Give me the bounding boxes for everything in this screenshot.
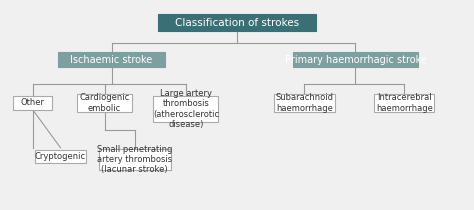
FancyBboxPatch shape <box>77 94 132 112</box>
FancyBboxPatch shape <box>58 52 165 67</box>
FancyBboxPatch shape <box>274 94 335 112</box>
Text: Other: Other <box>20 98 45 108</box>
FancyBboxPatch shape <box>99 149 171 170</box>
FancyBboxPatch shape <box>154 96 219 122</box>
FancyBboxPatch shape <box>13 96 52 110</box>
Text: Primary haemorrhagic stroke: Primary haemorrhagic stroke <box>284 55 427 65</box>
Text: Classification of strokes: Classification of strokes <box>175 18 299 28</box>
Text: Intracerebral
haemorrhage: Intracerebral haemorrhage <box>376 93 433 113</box>
FancyBboxPatch shape <box>374 94 434 112</box>
Text: Cryptogenic: Cryptogenic <box>35 152 86 161</box>
Text: Cardiogenic
embolic: Cardiogenic embolic <box>80 93 130 113</box>
FancyBboxPatch shape <box>158 14 316 31</box>
Text: Subarachnoid
haemorrhage: Subarachnoid haemorrhage <box>275 93 333 113</box>
FancyBboxPatch shape <box>293 52 418 67</box>
FancyBboxPatch shape <box>35 150 86 163</box>
Text: Ischaemic stroke: Ischaemic stroke <box>71 55 153 65</box>
Text: Small penetrating
artery thrombosis
(lacunar stroke): Small penetrating artery thrombosis (lac… <box>97 145 173 175</box>
Text: Large artery
thrombosis
(atherosclerotic
disease): Large artery thrombosis (atherosclerotic… <box>153 89 219 129</box>
